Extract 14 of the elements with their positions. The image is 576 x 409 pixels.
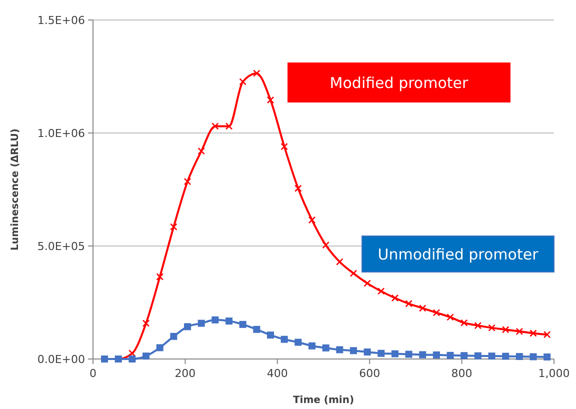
y-tick-label: 1.0E+06 [37,126,85,140]
x-tick-label: 800 [451,367,472,380]
x-tick-label: 600 [359,367,380,380]
y-tick-label: 5.0E+05 [37,240,85,253]
x-axis-title: Time (min) [292,395,354,406]
x-tick-label: 1,000 [538,367,570,380]
x-tick-label: 200 [174,367,196,380]
text: Unmodified promoter [378,245,540,264]
y-axis-title: Luminescence (ΔRLU) [10,128,21,250]
x-tick-label: 400 [266,367,288,380]
x-tick-label: 0 [90,367,96,380]
text: Modified promoter [330,74,470,92]
y-tick-label: 0.0E+00 [37,352,85,366]
y-tick-label: 1.5E+06 [37,14,85,27]
